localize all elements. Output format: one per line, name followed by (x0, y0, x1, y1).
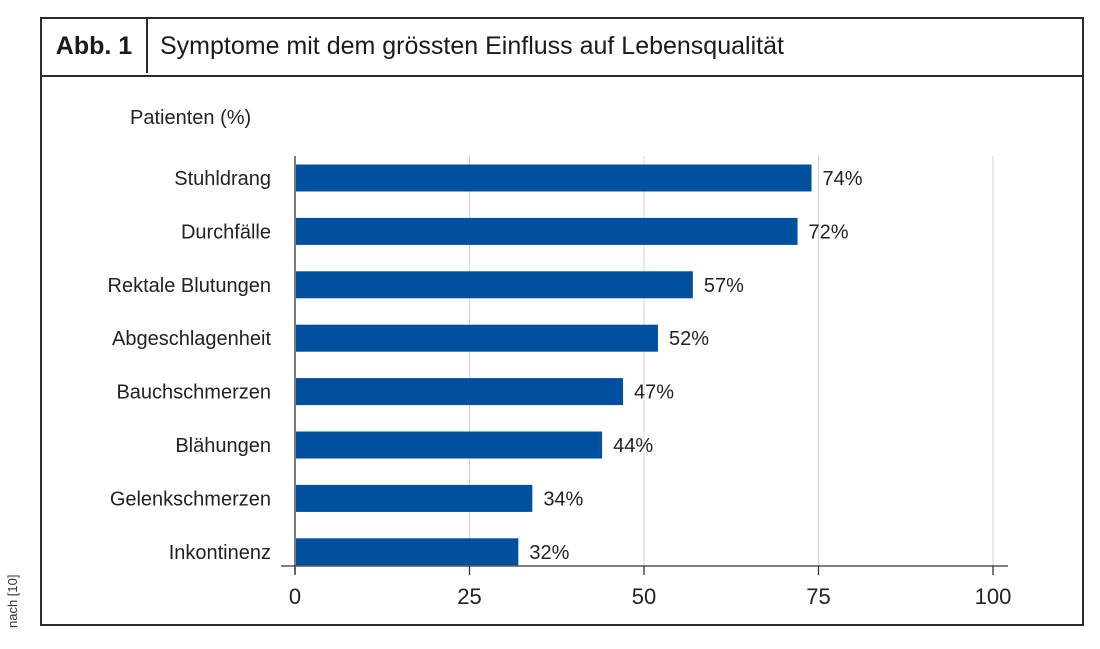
figure-frame: Abb. 1 Symptome mit dem grössten Einflus… (40, 17, 1084, 626)
category-label: Blähungen (175, 435, 271, 457)
data-label: 44% (613, 435, 653, 457)
bar (296, 431, 603, 459)
data-label: 32% (529, 542, 569, 564)
data-label: 57% (704, 275, 744, 297)
category-label: Bauchschmerzen (116, 382, 271, 404)
figure-title: Symptome mit dem grössten Einfluss auf L… (160, 32, 784, 60)
category-label: Abgeschlagenheit (112, 328, 271, 350)
figure-label: Abb. 1 (42, 19, 148, 73)
data-label: 52% (669, 328, 709, 350)
bar (296, 378, 624, 406)
category-label: Rektale Blutungen (108, 275, 271, 297)
x-tick-label: 75 (806, 584, 830, 609)
x-tick-label: 50 (632, 584, 656, 609)
figure-header: Abb. 1 Symptome mit dem grössten Einflus… (42, 19, 1082, 77)
category-label: Gelenkschmerzen (110, 488, 271, 510)
data-label: 34% (543, 488, 583, 510)
x-tick-label: 25 (457, 584, 481, 609)
bar (296, 538, 519, 566)
data-label: 74% (823, 168, 863, 190)
x-tick-label: 0 (289, 584, 301, 609)
x-tick-label: 100 (975, 584, 1012, 609)
category-label: Inkontinenz (169, 542, 271, 564)
data-label: 72% (809, 221, 849, 243)
bar (296, 217, 798, 245)
data-label: 47% (634, 382, 674, 404)
bar (296, 484, 533, 512)
bar (296, 324, 658, 352)
y-axis-title: Patienten (%) (130, 107, 251, 129)
bar (296, 164, 812, 192)
bar (296, 271, 693, 299)
category-label: Durchfälle (181, 221, 271, 243)
category-label: Stuhldrang (174, 168, 271, 190)
